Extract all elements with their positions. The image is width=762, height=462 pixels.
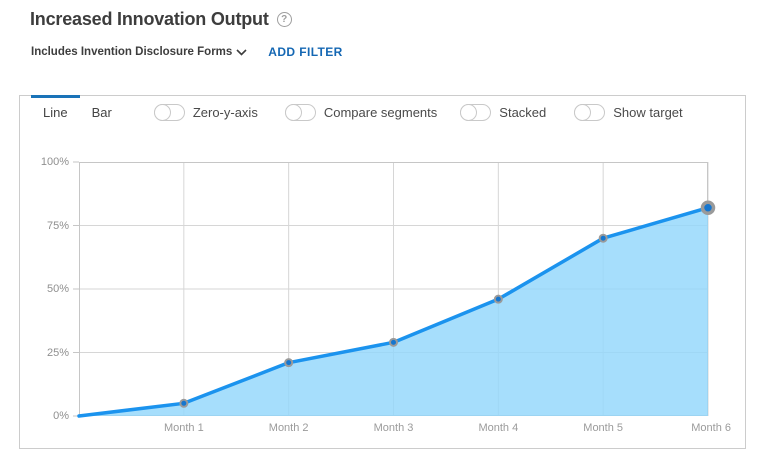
x-tick-label: Month 1 [163, 422, 204, 434]
data-point[interactable] [179, 398, 189, 408]
x-tick-label: Month 5 [583, 422, 624, 434]
tab-line[interactable]: Line [31, 95, 80, 128]
toggle-stacked[interactable]: Stacked [460, 103, 546, 121]
y-tick-label: 100% [40, 156, 69, 168]
toggle-knob [460, 103, 478, 121]
data-point-highlighted[interactable] [700, 200, 716, 215]
y-tick-label: 50% [46, 283, 69, 295]
x-axis-labels: Month 1 Month 2 Month 3 Month 4 Month 5 … [79, 422, 731, 438]
data-point[interactable] [389, 337, 398, 347]
toggle-switch-icon[interactable] [574, 103, 606, 121]
series-area [79, 207, 708, 416]
help-icon[interactable]: ? [276, 12, 292, 27]
toggle-knob [284, 103, 302, 121]
add-filter-button[interactable]: ADD FILTER [268, 45, 343, 59]
x-tick-label: Month 4 [478, 422, 519, 434]
y-axis-labels: 100% 75% 50% 25% 0% [27, 156, 69, 422]
toggle-switch-icon[interactable] [284, 103, 316, 121]
toggle-knob [153, 103, 171, 121]
x-tick-label: Month 3 [373, 422, 414, 434]
page-title: Increased Innovation Output [30, 9, 269, 29]
toggle-switch-icon[interactable] [460, 103, 492, 121]
toggle-compare-segments[interactable]: Compare segments [284, 103, 437, 121]
line-chart: 100% 75% 50% 25% 0% Month 1 Month 2 Mont… [41, 156, 731, 434]
chevron-down-icon [236, 49, 247, 56]
toggle-zero-y-axis[interactable]: Zero-y-axis [153, 103, 258, 121]
plot-area[interactable] [73, 161, 716, 418]
page-header: Increased Innovation Output ? [30, 9, 292, 30]
tab-bar[interactable]: Bar [91, 104, 112, 120]
data-point[interactable] [598, 233, 608, 243]
filter-bar: Includes Invention Disclosure Forms ADD … [31, 45, 343, 59]
toggle-show-target[interactable]: Show target [574, 103, 683, 121]
data-point[interactable] [493, 294, 503, 304]
chart-panel: Line Bar Zero-y-axis Compare segments St… [19, 95, 746, 449]
y-tick-label: 75% [46, 219, 69, 232]
chart-toolbar: Line Bar Zero-y-axis Compare segments St… [20, 95, 745, 128]
segment-filter-label: Includes Invention Disclosure Forms [31, 46, 233, 58]
y-tick-label: 25% [46, 346, 69, 359]
x-tick-label: Month 6 [691, 422, 732, 434]
toggle-switch-icon[interactable] [153, 103, 185, 121]
data-point[interactable] [284, 358, 294, 368]
x-tick-label: Month 2 [268, 422, 309, 434]
toggle-knob [574, 103, 592, 121]
y-tick-label: 0% [53, 410, 69, 422]
segment-filter-dropdown[interactable]: Includes Invention Disclosure Forms [31, 46, 247, 58]
